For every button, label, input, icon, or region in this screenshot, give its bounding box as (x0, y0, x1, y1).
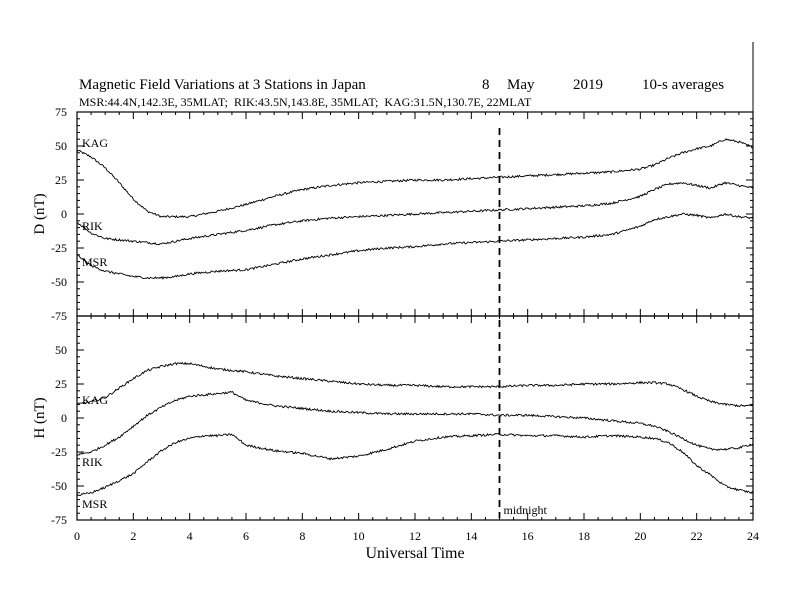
h-ytick-label: 25 (55, 377, 67, 391)
h-ytick-label: -75 (51, 513, 67, 527)
x-tick-label: 6 (243, 529, 249, 543)
h-ytick-label: -50 (51, 479, 67, 493)
h-panel-ticks: -75 -50 -25 0 25 50 (51, 315, 754, 527)
x-tick-label: 18 (578, 529, 590, 543)
h-trace-kag (76, 361, 754, 408)
h-panel-frame (76, 315, 754, 521)
h-component-panel: -75 -50 -25 0 25 50 KAG RIK MSR H (nT) (32, 315, 754, 527)
h-station-label-rik: RIK (82, 455, 103, 469)
h-trace-rik (76, 390, 754, 456)
x-tick-label: 2 (130, 529, 136, 543)
x-tick-label: 0 (74, 529, 80, 543)
d-component-panel: -75 -50 -25 0 25 50 75 KAG RIK MSR D (nT) (32, 105, 754, 323)
x-tick-label: 16 (522, 529, 534, 543)
date-year: 2019 (573, 77, 603, 93)
h-ytick-label: 0 (61, 411, 67, 425)
x-tick-label: 8 (299, 529, 305, 543)
x-tick-label: 12 (409, 529, 421, 543)
d-axis-label: D (nT) (32, 193, 48, 234)
x-tick-label: 14 (465, 529, 477, 543)
x-tick-label: 20 (634, 529, 646, 543)
d-panel-station-labels: KAG RIK MSR (82, 136, 108, 269)
x-tick-label: 4 (187, 529, 193, 543)
x-axis-ticks: 0 2 4 6 8 10 12 14 16 18 20 22 24 (74, 529, 759, 543)
d-station-label-rik: RIK (82, 219, 103, 233)
d-ytick-label: 25 (55, 173, 67, 187)
d-trace-msr (76, 212, 754, 280)
d-ytick-label: 75 (55, 105, 67, 119)
x-tick-label: 24 (747, 529, 759, 543)
station-coordinates: MSR:44.4N,142.3E, 35MLAT; RIK:43.5N,143.… (79, 95, 532, 109)
h-ytick-label: 50 (55, 343, 67, 357)
d-trace-rik (76, 181, 754, 246)
d-ytick-label: -75 (51, 309, 67, 323)
date-day: 8 (482, 77, 490, 93)
d-ytick-label: -25 (51, 241, 67, 255)
date-month: May (507, 77, 535, 93)
chart-title: Magnetic Field Variations at 3 Stations … (79, 77, 366, 93)
h-panel-traces (76, 361, 754, 497)
midnight-label: midnight (504, 503, 548, 517)
x-axis-label: Universal Time (365, 545, 464, 562)
x-tick-label: 10 (353, 529, 365, 543)
h-station-label-kag: KAG (82, 393, 108, 407)
d-panel-traces (76, 138, 754, 280)
d-panel-ticks: -75 -50 -25 0 25 50 75 (51, 105, 754, 323)
averaging-note: 10-s averages (642, 77, 724, 93)
h-ytick-label: -25 (51, 445, 67, 459)
h-axis-label: H (nT) (32, 397, 48, 438)
d-ytick-label: 0 (61, 207, 67, 221)
d-ytick-label: 50 (55, 139, 67, 153)
d-ytick-label: -50 (51, 275, 67, 289)
d-trace-kag (76, 138, 754, 219)
h-station-label-msr: MSR (82, 497, 107, 511)
d-station-label-msr: MSR (82, 255, 107, 269)
h-panel-station-labels: KAG RIK MSR (82, 393, 108, 511)
h-trace-msr (76, 432, 754, 497)
x-tick-label: 22 (691, 529, 703, 543)
d-station-label-kag: KAG (82, 136, 108, 150)
